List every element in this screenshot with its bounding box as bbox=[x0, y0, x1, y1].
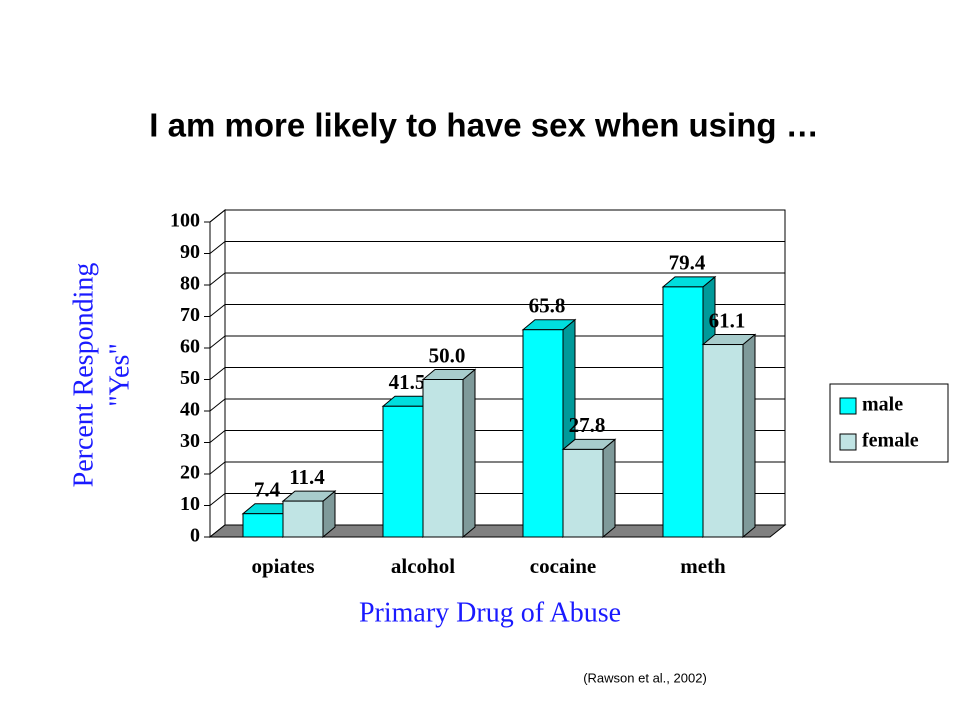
y-tick-label: 10 bbox=[180, 493, 200, 515]
value-label: 7.4 bbox=[254, 478, 281, 502]
y-tick-label: 20 bbox=[180, 462, 200, 484]
grid-line bbox=[209, 335, 226, 349]
y-tick-label: 50 bbox=[180, 367, 200, 389]
x-tick-label: alcohol bbox=[391, 554, 455, 578]
y-axis-label: "Yes" bbox=[104, 343, 135, 407]
grid-line bbox=[209, 461, 226, 475]
legend-label: male bbox=[862, 394, 903, 416]
grid-line bbox=[209, 272, 226, 286]
grid-line bbox=[209, 430, 226, 443]
x-tick-label: opiates bbox=[252, 554, 315, 578]
x-tick-label: meth bbox=[680, 554, 726, 578]
chart-title: I am more likely to have sex when using … bbox=[149, 107, 818, 144]
bar bbox=[282, 500, 324, 538]
bar bbox=[562, 448, 604, 538]
bar bbox=[662, 286, 704, 538]
bar-side bbox=[742, 333, 756, 539]
value-label: 61.1 bbox=[709, 308, 746, 332]
source-note: (Rawson et al., 2002) bbox=[583, 670, 707, 685]
value-label: 11.4 bbox=[289, 465, 325, 489]
value-label: 50.0 bbox=[429, 343, 466, 367]
grid-line bbox=[209, 367, 226, 380]
legend-label: female bbox=[862, 430, 919, 452]
legend-swatch bbox=[839, 433, 857, 451]
y-tick-label: 80 bbox=[180, 273, 200, 295]
legend-swatch bbox=[839, 397, 857, 415]
y-tick-label: 40 bbox=[180, 399, 200, 421]
y-tick-label: 30 bbox=[180, 430, 200, 452]
x-axis-label: Primary Drug of Abuse bbox=[359, 597, 621, 628]
value-label: 65.8 bbox=[529, 294, 566, 318]
bar bbox=[242, 513, 284, 538]
value-label: 79.4 bbox=[669, 251, 706, 275]
bar bbox=[422, 379, 464, 538]
y-tick-label: 0 bbox=[190, 525, 200, 547]
y-tick-label: 90 bbox=[180, 241, 200, 263]
grid-line bbox=[209, 304, 226, 317]
grid-line bbox=[209, 493, 226, 506]
y-tick-label: 60 bbox=[180, 336, 200, 358]
grid-line bbox=[209, 241, 226, 254]
grid-line bbox=[209, 398, 226, 412]
value-label: 41.5 bbox=[389, 370, 426, 394]
bar bbox=[702, 344, 744, 538]
y-tick-label: 100 bbox=[170, 210, 200, 232]
y-axis-label: Percent Responding bbox=[68, 263, 99, 488]
value-label: 27.8 bbox=[569, 413, 606, 437]
grid-line bbox=[209, 209, 226, 223]
bar-side bbox=[602, 438, 616, 539]
bar bbox=[382, 405, 424, 538]
bar-side bbox=[462, 368, 476, 539]
y-tick-label: 70 bbox=[180, 304, 200, 326]
x-tick-label: cocaine bbox=[530, 554, 596, 578]
bar bbox=[522, 329, 564, 538]
